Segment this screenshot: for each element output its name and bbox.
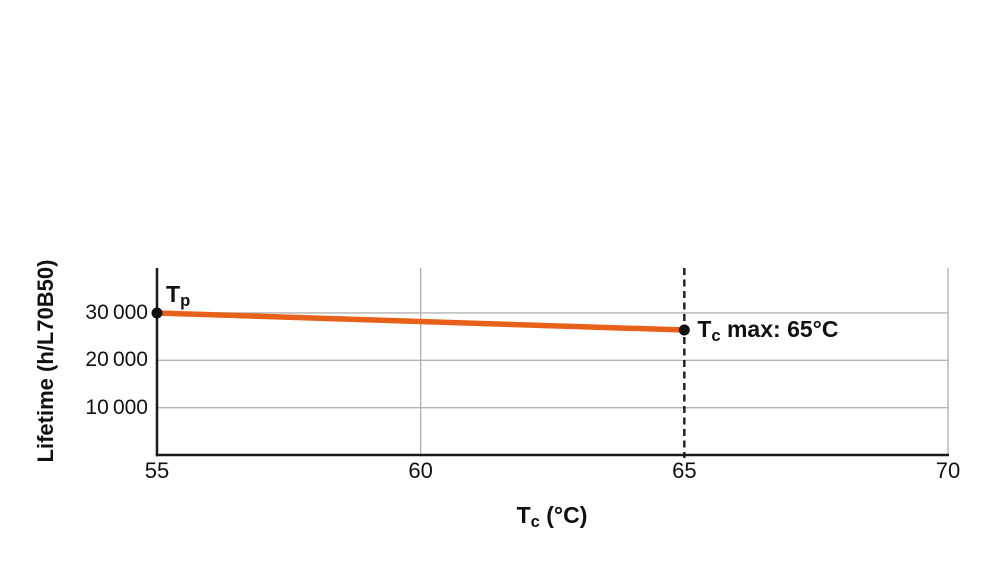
x-axis-title-unit: (°C) — [539, 502, 588, 528]
annotation-subscript: p — [180, 290, 191, 310]
x-tick-label: 60 — [408, 458, 433, 483]
y-tick-label: 20 000 — [85, 348, 148, 372]
annotation-text: T — [166, 280, 181, 307]
y-tick-label: 30 000 — [85, 300, 148, 324]
annotation-subscript: c — [711, 325, 721, 345]
y-tick-label: 10 000 — [85, 395, 148, 419]
x-axis-title-text: T — [516, 502, 531, 528]
x-tick-label: 70 — [935, 458, 961, 483]
series-line-lifetime — [156, 310, 685, 333]
data-point-marker — [151, 307, 163, 319]
x-tick-label: 55 — [144, 458, 170, 483]
annotation-tc-max: Tc max: 65°C — [697, 316, 838, 349]
annotation-text: T — [697, 316, 712, 343]
x-axis-title: Tc (°C) — [517, 501, 588, 536]
data-point-marker — [678, 324, 690, 336]
x-axis-title-subscript: c — [530, 511, 540, 531]
x-tick-label: 65 — [672, 458, 697, 483]
annotation-text: max: 65°C — [720, 316, 839, 343]
annotation-tp: Tp — [166, 281, 190, 314]
